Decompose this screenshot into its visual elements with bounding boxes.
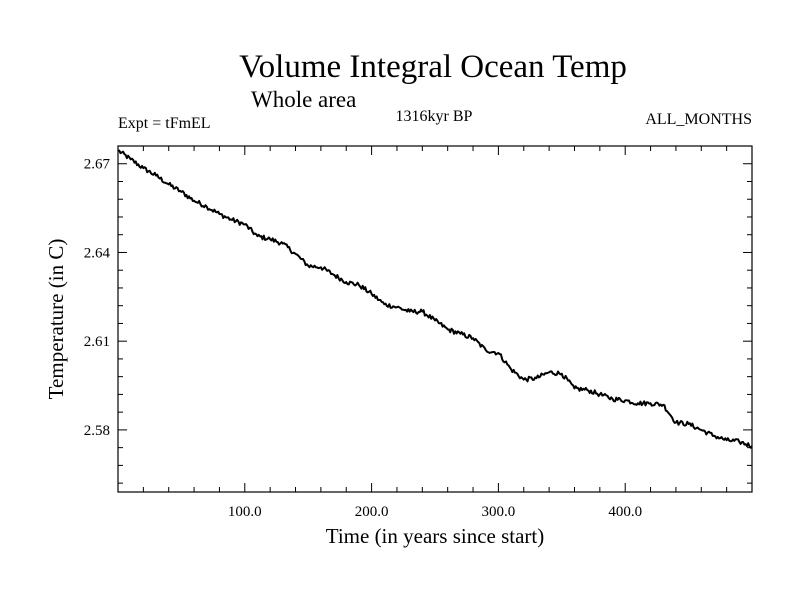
x-tick-label: 400.0: [608, 504, 642, 520]
y-axis-ticks: [118, 163, 752, 484]
y-axis-label: Temperature (in C): [44, 239, 68, 400]
period-label: 1316kyr BP: [396, 108, 473, 125]
y-axis-tick-labels: 2.58 2.61 2.64 2.67: [84, 157, 111, 439]
x-tick-label: 200.0: [355, 504, 389, 520]
plot-frame: [117, 145, 753, 493]
x-tick-label: 300.0: [482, 504, 516, 520]
x-axis-tick-labels: 100.0 200.0 300.0 400.0: [228, 504, 642, 520]
y-tick-label: 2.61: [84, 334, 110, 350]
x-axis-label: Time (in years since start): [326, 524, 545, 548]
months-label: ALL_MONTHS: [645, 111, 752, 128]
experiment-label: Expt = tFmEL: [118, 115, 211, 132]
y-tick-label: 2.58: [84, 423, 110, 439]
y-tick-label: 2.64: [84, 245, 111, 261]
x-axis-ticks: [142, 146, 728, 492]
chart-subtitle: Whole area: [251, 87, 356, 112]
y-tick-label: 2.67: [84, 157, 111, 173]
chart-title: Volume Integral Ocean Temp: [239, 49, 627, 85]
x-tick-label: 100.0: [228, 504, 262, 520]
temperature-series-line: [117, 149, 753, 449]
